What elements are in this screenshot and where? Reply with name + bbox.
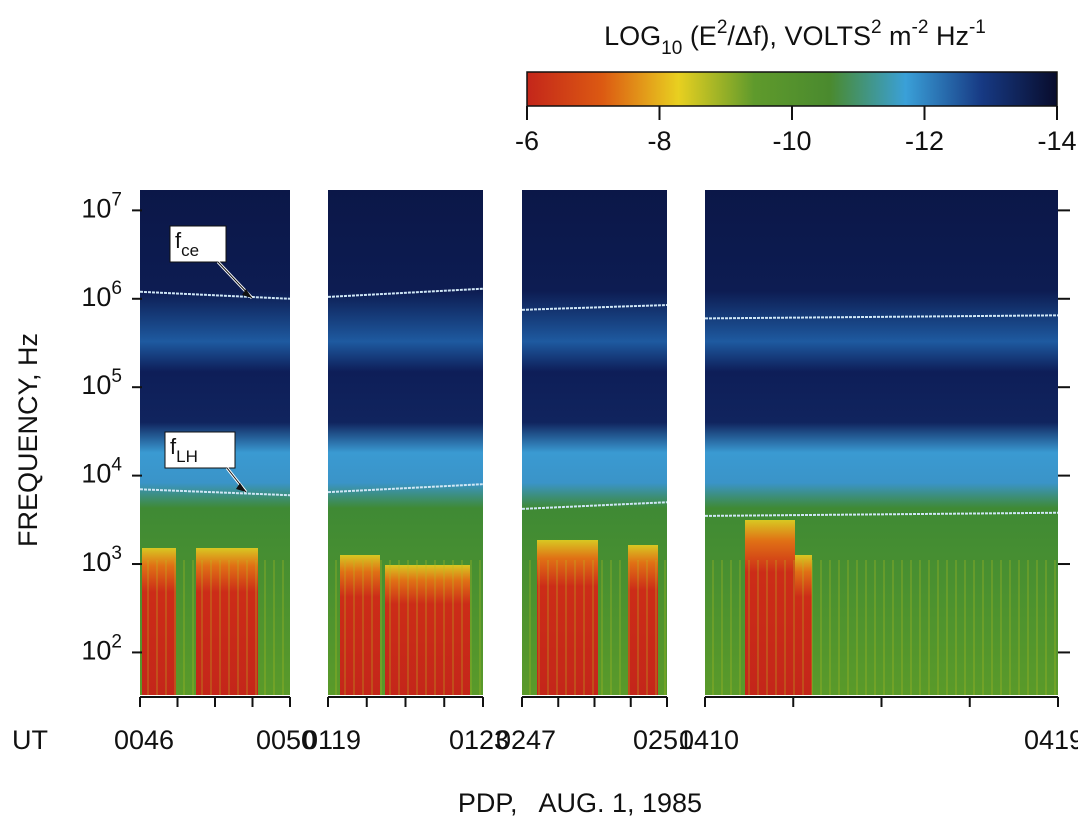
y-tick-power: 3 xyxy=(111,543,122,564)
colorbar-tick-label: -8 xyxy=(647,126,671,156)
annotation-main: f xyxy=(170,434,177,459)
annotation-box xyxy=(169,225,227,263)
y-tick-label: 104 xyxy=(81,454,122,489)
intense-region xyxy=(196,548,258,695)
colorbar-tick-label: -12 xyxy=(905,126,944,156)
annotation-sub: LH xyxy=(176,447,198,466)
colorbar xyxy=(526,71,1058,107)
x-tick-label: 0410 xyxy=(679,725,739,755)
x-tick-label: 0123 xyxy=(449,725,509,755)
intense-region xyxy=(385,565,470,695)
y-tick-base: 10 xyxy=(81,193,111,223)
colorbar-tick-label: -10 xyxy=(772,126,811,156)
annotation-box xyxy=(164,431,236,469)
annotation: fLH xyxy=(170,434,198,466)
y-tick-base: 10 xyxy=(81,547,111,577)
intense-region xyxy=(795,555,812,695)
x-axis-prefix: UT xyxy=(12,725,48,755)
x-tick-label: 0046 xyxy=(114,725,174,755)
label-part: Hz xyxy=(928,21,969,51)
colorbar-label: LOG10 (E2/Δf), VOLTS2 m-2 Hz-1 xyxy=(604,17,986,59)
arrow-head xyxy=(242,289,252,298)
y-tick-base: 10 xyxy=(81,459,111,489)
arrow-head xyxy=(236,483,246,492)
label-part: m xyxy=(882,21,912,51)
label-part: (E xyxy=(682,21,717,51)
label-part: 2 xyxy=(717,17,728,38)
y-tick-base: 10 xyxy=(81,370,111,400)
label-part: -1 xyxy=(969,17,986,38)
label-part: -2 xyxy=(912,17,929,38)
x-axis-label: PDP, AUG. 1, 1985 xyxy=(458,788,702,818)
y-tick-power: 2 xyxy=(111,631,122,652)
flh-curve xyxy=(521,501,668,510)
x-tick-label: 0247 xyxy=(496,725,556,755)
intense-region xyxy=(628,545,658,695)
annotation: fce xyxy=(175,228,199,260)
x-tick-label: 0419 xyxy=(1024,725,1078,755)
label-part: 2 xyxy=(871,17,882,38)
annotation-main: f xyxy=(175,228,182,253)
colorbar-tick-label: -6 xyxy=(515,126,539,156)
y-tick-label: 107 xyxy=(81,189,122,224)
intense-region xyxy=(340,555,380,695)
y-tick-label: 103 xyxy=(81,543,122,578)
y-tick-power: 5 xyxy=(111,366,122,387)
y-tick-power: 4 xyxy=(111,454,122,475)
y-tick-base: 10 xyxy=(81,636,111,666)
flh-curve xyxy=(704,511,1059,517)
flh-curve xyxy=(327,483,484,494)
y-tick-power: 7 xyxy=(111,189,122,210)
label-part: LOG xyxy=(604,21,661,51)
fce-curve xyxy=(327,287,484,298)
fce-curve xyxy=(704,314,1059,320)
colorbar-tick-label: -14 xyxy=(1037,126,1076,156)
y-tick-label: 102 xyxy=(81,631,122,666)
intense-region xyxy=(745,520,795,695)
label-part: /Δf), VOLTS xyxy=(727,21,871,51)
fce-curve xyxy=(139,290,291,300)
intense-region xyxy=(142,548,176,695)
intense-region xyxy=(537,540,598,695)
flh-curve xyxy=(139,488,291,497)
fce-curve xyxy=(521,304,668,311)
y-tick-base: 10 xyxy=(81,282,111,312)
annotation-sub: ce xyxy=(181,241,199,260)
label-part: 10 xyxy=(661,38,682,59)
y-tick-power: 6 xyxy=(111,277,122,298)
y-tick-label: 106 xyxy=(81,277,122,312)
x-tick-label: 0251 xyxy=(633,725,693,755)
y-tick-label: 105 xyxy=(81,366,122,401)
x-tick-label: 0119 xyxy=(303,725,361,755)
y-axis-label: FREQUENCY, Hz xyxy=(13,333,43,547)
x-tick-label: 0050 xyxy=(256,725,316,755)
